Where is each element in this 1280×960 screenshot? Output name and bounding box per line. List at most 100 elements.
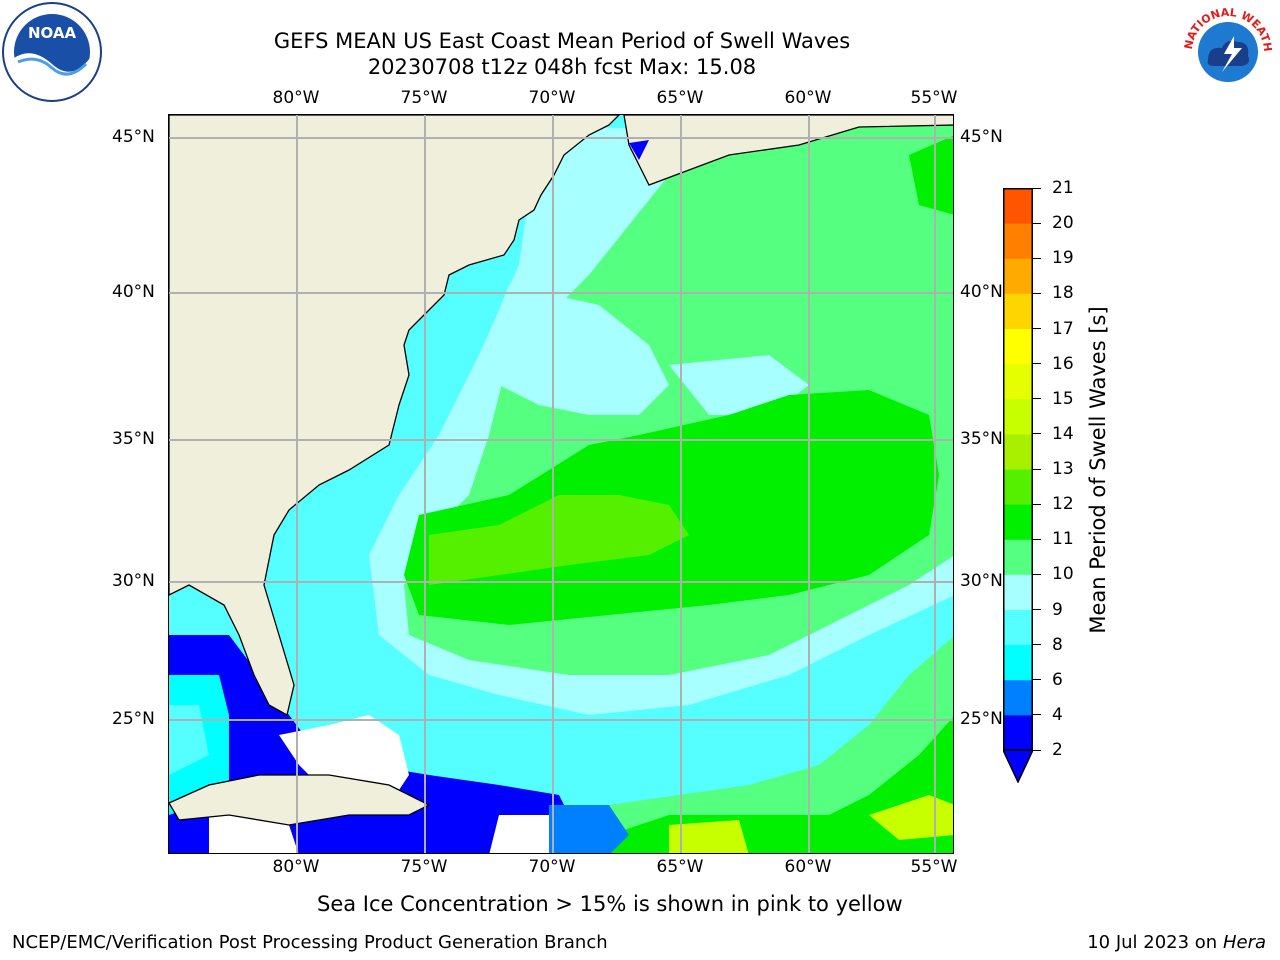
colorbar-tick-11 — [1033, 363, 1041, 365]
colorbar-label-9: 14 — [1052, 423, 1074, 444]
lat-label-left-0: 45°N — [112, 127, 155, 147]
lon-label-top-3: 65°W — [656, 88, 704, 108]
sea-ice-caption: Sea Ice Concentration > 15% is shown in … — [317, 892, 903, 916]
contour-12-13-south — [669, 820, 749, 853]
colorbar-label-4: 9 — [1052, 599, 1063, 620]
land-bay-of-fundy-water — [629, 140, 649, 160]
colorbar-segment-5 — [1003, 539, 1033, 575]
colorbar-svg — [1001, 188, 1035, 784]
lon-label-bottom-3: 65°W — [656, 857, 704, 877]
lon-label-top-4: 60°W — [784, 88, 832, 108]
colorbar-segment-2 — [1003, 644, 1033, 681]
lon-label-top-1: 75°W — [400, 88, 448, 108]
colorbar-tick-4 — [1033, 609, 1041, 610]
footer-right: 10 Jul 2023 on Hera — [1087, 932, 1266, 954]
land-nova-scotia — [623, 115, 953, 186]
colorbar-segment-8 — [1003, 433, 1033, 470]
colorbar-label-15: 20 — [1052, 213, 1074, 234]
colorbar-label-6: 11 — [1052, 529, 1074, 550]
contour-11-12 — [429, 495, 689, 585]
lat-label-right-2: 35°N — [960, 429, 1003, 449]
map-panel — [168, 114, 954, 854]
colorbar-segment-1 — [1003, 679, 1033, 716]
lon-label-bottom-4: 60°W — [784, 857, 832, 877]
colorbar-label-5: 10 — [1052, 564, 1074, 585]
colorbar-label-0: 2 — [1052, 740, 1063, 760]
contour-6-8-southwest — [169, 705, 209, 775]
contour-12-13-southeast — [869, 795, 953, 840]
colorbar-tick-10 — [1033, 398, 1041, 400]
colorbar-label-1: 4 — [1052, 704, 1063, 725]
colorbar-segment-9 — [1003, 398, 1033, 435]
colorbar-tick-12 — [1033, 328, 1041, 329]
colorbar-segment-14 — [1003, 223, 1033, 259]
missing-data-hispaniola — [489, 815, 549, 853]
colorbar-tick-1 — [1033, 714, 1041, 716]
title-line-1: GEFS MEAN US East Coast Mean Period of S… — [273, 29, 851, 53]
lon-label-bottom-0: 80°W — [272, 857, 320, 877]
colorbar-title: Mean Period of Swell Waves [s] — [1086, 306, 1110, 634]
colorbar-tick-9 — [1033, 433, 1041, 435]
colorbar-under-arrow — [1001, 749, 1035, 784]
colorbar-label-11: 16 — [1052, 353, 1074, 374]
contour-10-11-northeast — [909, 135, 953, 215]
lat-label-left-1: 40°N — [112, 282, 155, 302]
colorbar-segment-11 — [1003, 328, 1033, 365]
lon-label-bottom-1: 75°W — [400, 857, 448, 877]
colorbar-outline — [1003, 188, 1033, 751]
footer-left: NCEP/EMC/Verification Post Processing Pr… — [12, 932, 608, 953]
nws-logo: NATIONAL WEATHER SERVICE — [1174, 0, 1278, 102]
lat-label-right-0: 45°N — [960, 127, 1003, 147]
footer-host: Hera — [1222, 932, 1266, 953]
colorbar-label-10: 15 — [1052, 388, 1074, 409]
colorbar-label-16: 21 — [1052, 178, 1074, 198]
colorbar-tick-16 — [1033, 187, 1041, 189]
colorbar-tick-6 — [1033, 538, 1041, 540]
lon-label-top-5: 55°W — [910, 88, 958, 108]
footer-date: 10 Jul 2023 on — [1087, 932, 1223, 953]
colorbar — [1001, 188, 1035, 784]
plot-title: GEFS MEAN US East Coast Mean Period of S… — [0, 28, 1124, 80]
contour-2-4-gulf-coast — [549, 805, 629, 853]
nws-logo-icon: NATIONAL WEATHER SERVICE — [1174, 0, 1276, 100]
colorbar-label-12: 17 — [1052, 318, 1074, 339]
colorbar-label-13: 18 — [1052, 283, 1074, 304]
colorbar-tick-2 — [1033, 679, 1041, 681]
colorbar-segment-4 — [1003, 574, 1033, 610]
lon-label-bottom-5: 55°W — [910, 857, 958, 877]
lat-label-right-4: 25°N — [960, 709, 1003, 729]
lat-label-left-4: 25°N — [112, 709, 155, 729]
colorbar-segment-0 — [1003, 714, 1033, 751]
colorbar-tick-5 — [1033, 573, 1041, 575]
noaa-logo-text: NOAA — [28, 24, 77, 42]
contour-9-10-northeast — [729, 125, 953, 235]
colorbar-label-7: 12 — [1052, 494, 1074, 515]
contour-10-11-southeast — [600, 717, 953, 853]
colorbar-label-3: 8 — [1052, 634, 1063, 655]
colorbar-tick-0 — [1033, 749, 1041, 751]
lat-label-left-3: 30°N — [112, 571, 155, 591]
lon-label-bottom-2: 70°W — [528, 857, 576, 877]
colorbar-segment-10 — [1003, 363, 1033, 400]
land-cuba — [169, 774, 431, 826]
land-us-east — [169, 115, 620, 716]
colorbar-label-2: 6 — [1052, 669, 1063, 690]
colorbar-tick-8 — [1033, 468, 1041, 470]
lat-label-left-2: 35°N — [112, 429, 155, 449]
contour-8-9-inner — [489, 285, 669, 415]
colorbar-tick-7 — [1033, 503, 1041, 505]
colorbar-segment-7 — [1003, 469, 1033, 505]
colorbar-label-8: 13 — [1052, 459, 1074, 479]
colorbar-segment-12 — [1003, 293, 1033, 329]
noaa-logo: NOAA — [2, 2, 102, 102]
colorbar-tick-14 — [1033, 257, 1041, 259]
swell-period-map — [169, 115, 953, 853]
colorbar-segment-6 — [1003, 504, 1033, 540]
colorbar-tick-3 — [1033, 644, 1041, 646]
lat-label-right-1: 40°N — [960, 282, 1003, 302]
noaa-logo-icon: NOAA — [2, 2, 102, 102]
colorbar-label-14: 19 — [1052, 248, 1074, 269]
lat-label-right-3: 30°N — [960, 571, 1003, 591]
title-line-2: 20230708 t12z 048h fcst Max: 15.08 — [367, 55, 757, 79]
colorbar-segment-3 — [1003, 609, 1033, 646]
